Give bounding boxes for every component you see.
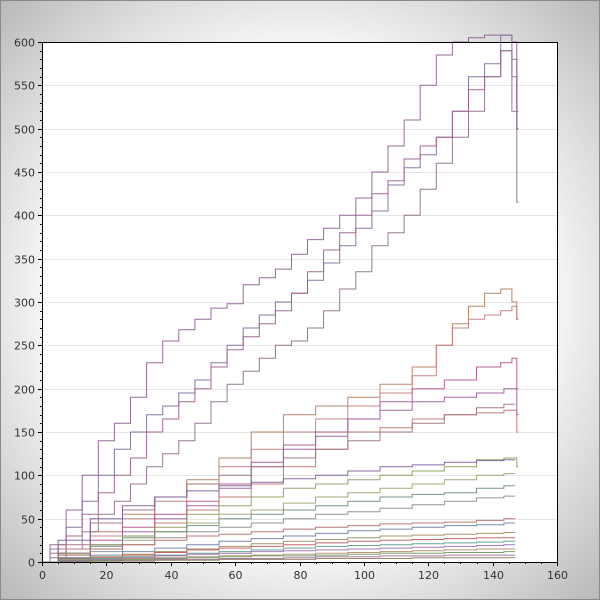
series-line-6 [42, 305, 519, 563]
y-tick-label: 600 [14, 37, 35, 50]
x-tick-label: 100 [354, 569, 375, 582]
y-tick-label: 0 [28, 557, 35, 570]
x-tick-label: 80 [294, 569, 308, 582]
y-tick-label: 300 [14, 297, 35, 310]
x-tick-label: 140 [483, 569, 504, 582]
y-tick-label: 50 [21, 514, 35, 527]
x-tick-label: 20 [100, 569, 114, 582]
y-tick-label: 450 [14, 167, 35, 180]
series-line-3 [42, 50, 519, 563]
x-tick-label: 0 [39, 569, 46, 582]
x-tick-label: 60 [229, 569, 243, 582]
series-line-25 [42, 557, 516, 563]
series-line-14 [42, 485, 516, 563]
series-line-16 [42, 518, 516, 563]
series-line-8 [42, 388, 519, 563]
y-tick-label: 100 [14, 470, 35, 483]
x-axis-ticks: 0 20 40 60 80 100 120 140 160 [39, 562, 568, 582]
series-line-17 [42, 522, 516, 563]
series-line-11 [42, 457, 519, 563]
y-tick-label: 550 [14, 80, 35, 93]
y-tick-label: 500 [14, 124, 35, 137]
series-line-1 [42, 34, 519, 563]
x-tick-label: 40 [165, 569, 179, 582]
y-axis-ticks: 0 50 100 150 200 250 300 350 400 450 500 550 600 [14, 37, 42, 570]
series-lines [42, 34, 519, 563]
series-line-4 [42, 50, 519, 563]
x-tick-label: 120 [418, 569, 439, 582]
series-line-12 [42, 459, 516, 563]
y-tick-label: 150 [14, 427, 35, 440]
x-tick-label: 160 [547, 569, 568, 582]
series-line-5 [42, 288, 519, 563]
y-tick-label: 250 [14, 340, 35, 353]
y-tick-label: 350 [14, 254, 35, 267]
y-tick-label: 400 [14, 210, 35, 223]
y-tick-label: 200 [14, 384, 35, 397]
